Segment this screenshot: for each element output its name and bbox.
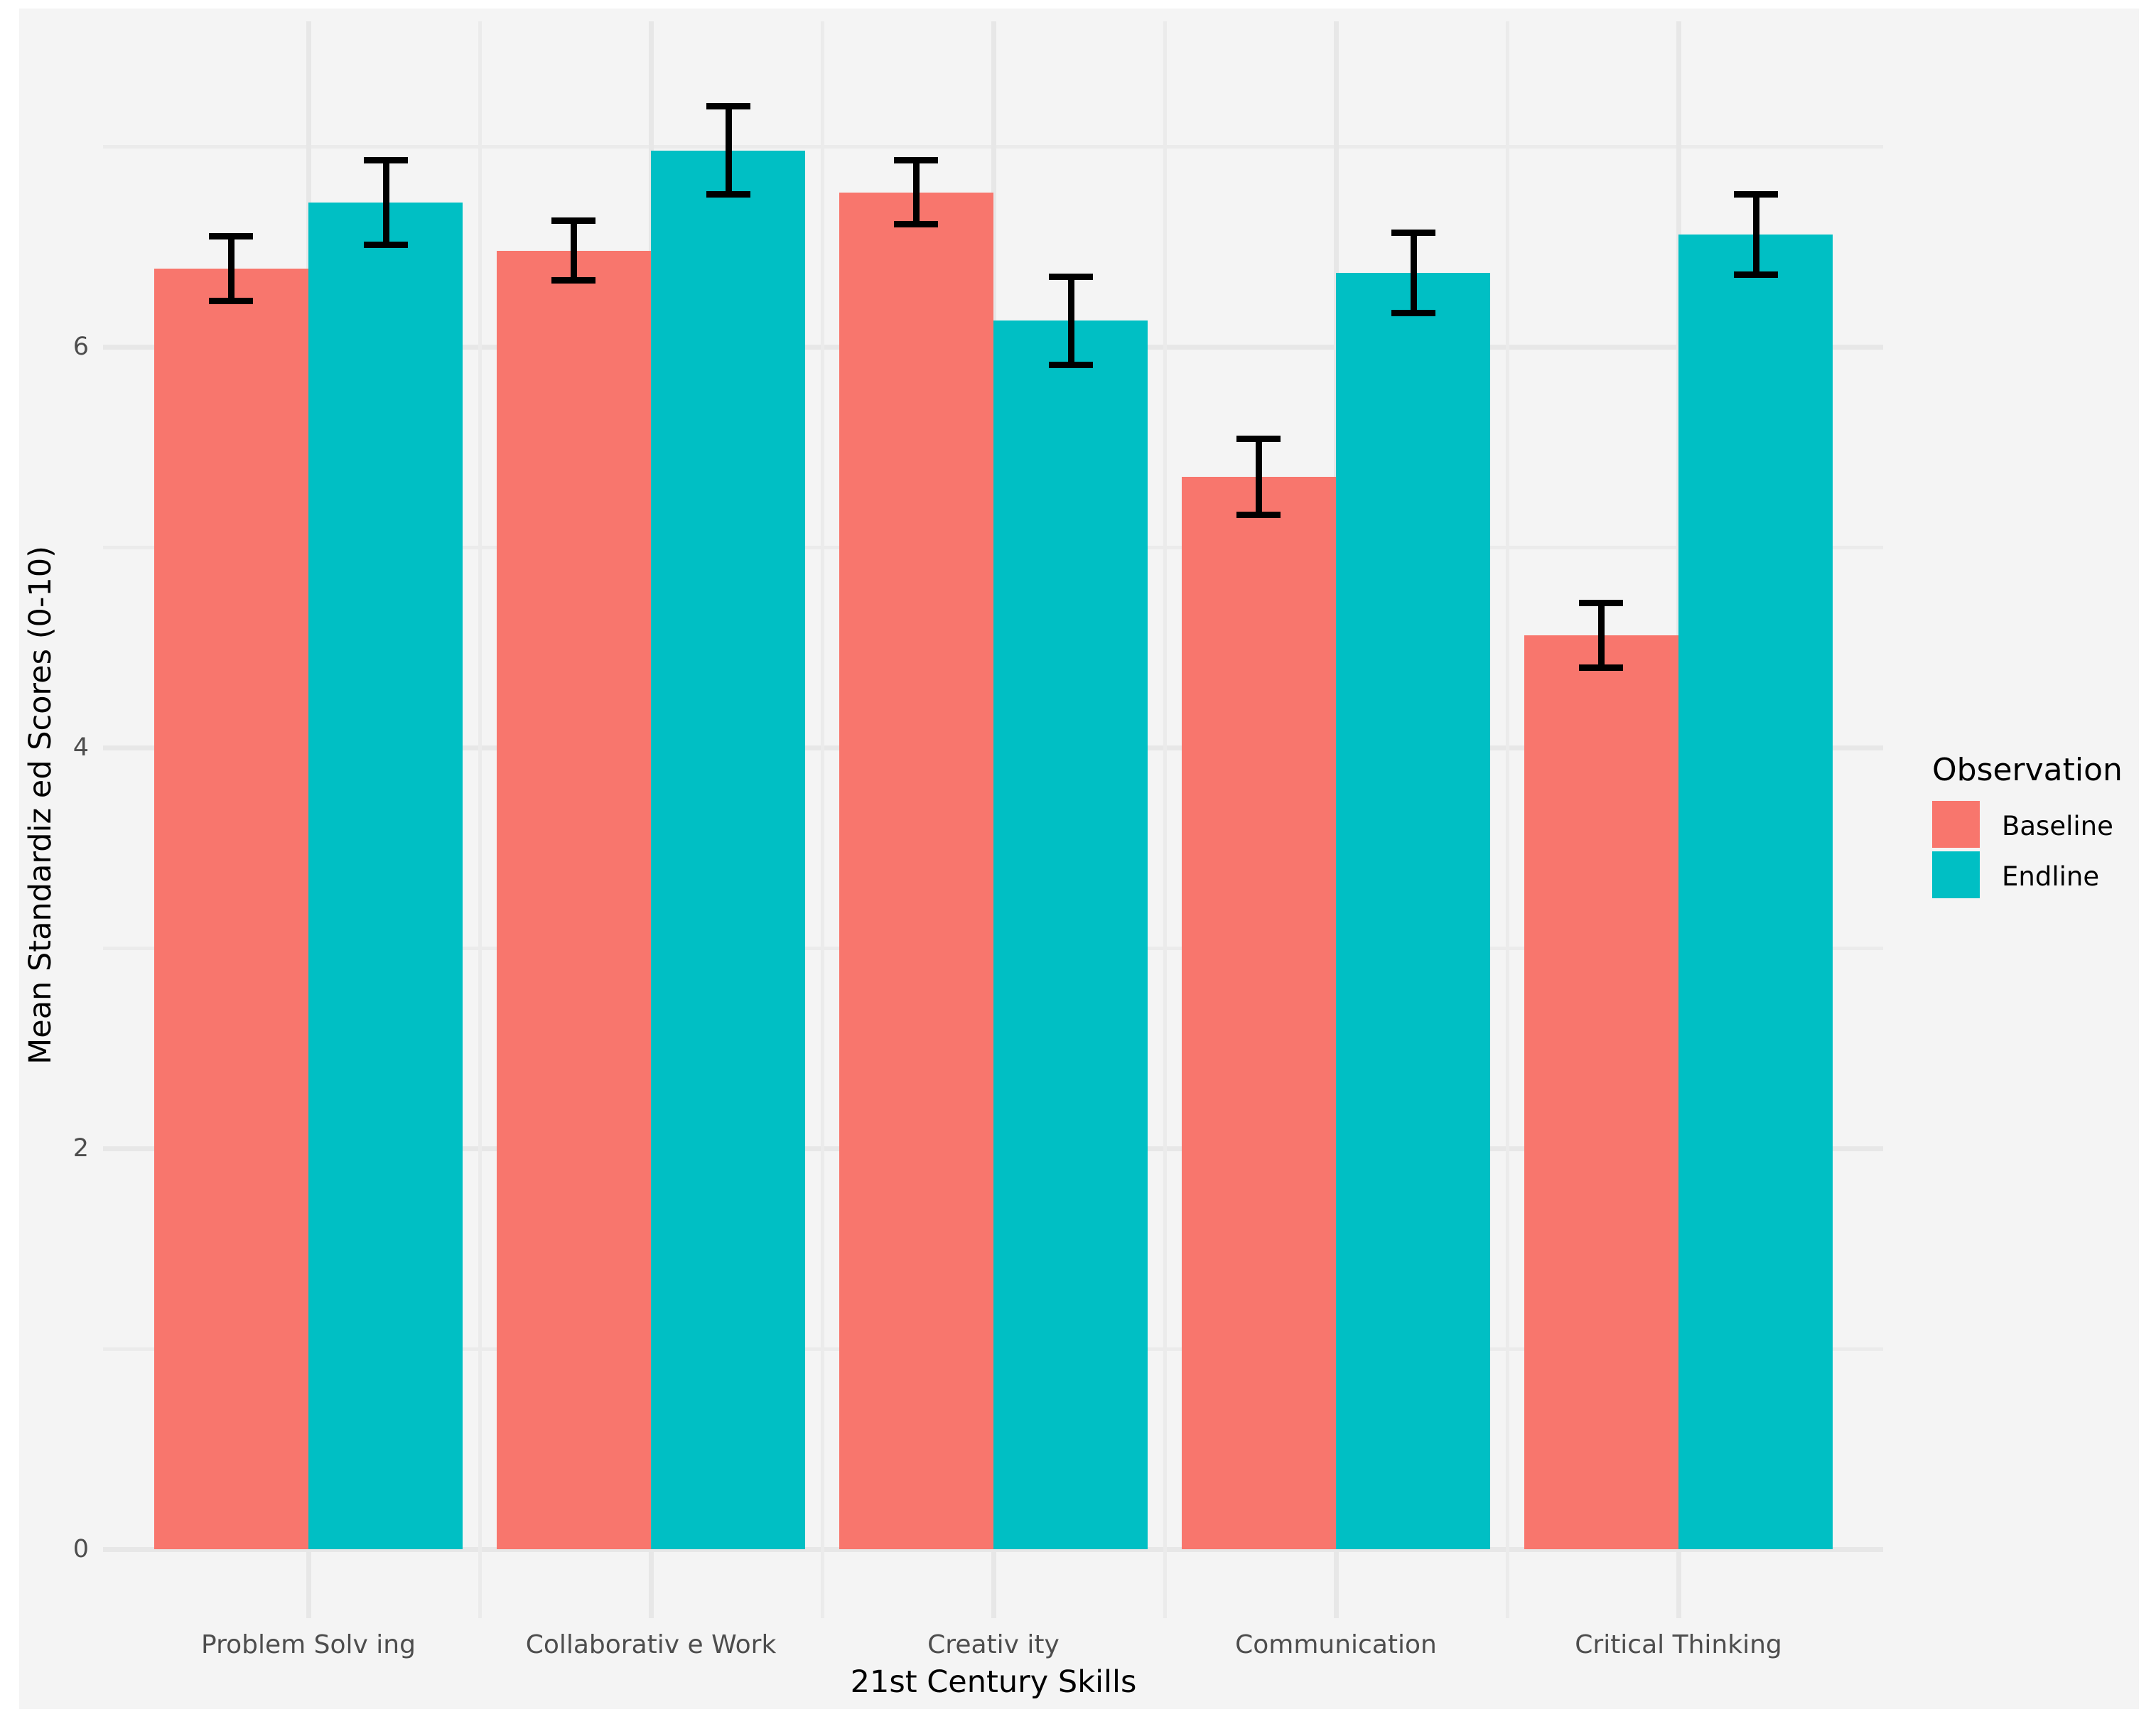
x-minor-gridline-3 <box>1505 21 1509 1618</box>
bar-endline-collaborativ-e-work <box>651 150 805 1549</box>
x-category-label-3: Creativ ity <box>927 1630 1060 1659</box>
legend-label-baseline: Baseline <box>2002 811 2113 841</box>
bar-endline-creativ-ity <box>993 321 1148 1549</box>
x-category-label-4: Communication <box>1235 1630 1437 1659</box>
errorbar-cap-top-endline-problem-solv-ing <box>364 157 408 164</box>
x-minor-gridline-0 <box>478 21 482 1618</box>
errorbar-baseline-problem-solv-ing <box>227 236 235 301</box>
errorbar-cap-top-endline-collaborativ-e-work <box>706 103 750 110</box>
errorbar-endline-collaborativ-e-work <box>725 106 732 195</box>
errorbar-cap-top-baseline-communication <box>1236 436 1281 443</box>
errorbar-cap-top-endline-critical-thinking <box>1734 191 1778 198</box>
errorbar-cap-bottom-endline-problem-solv-ing <box>364 241 408 248</box>
errorbar-cap-top-endline-communication <box>1391 229 1435 236</box>
legend-label-endline: Endline <box>2002 861 2100 892</box>
errorbar-cap-bottom-baseline-collaborativ-e-work <box>551 277 595 284</box>
errorbar-cap-bottom-endline-communication <box>1391 309 1435 316</box>
y-tick-label-0: 0 <box>72 1535 89 1563</box>
errorbar-endline-problem-solv-ing <box>382 160 389 245</box>
errorbar-cap-bottom-baseline-creativ-ity <box>894 221 938 228</box>
errorbar-cap-bottom-endline-critical-thinking <box>1734 271 1778 278</box>
errorbar-cap-top-baseline-critical-thinking <box>1579 600 1623 607</box>
errorbar-cap-bottom-baseline-critical-thinking <box>1579 664 1623 671</box>
bar-baseline-creativ-ity <box>839 192 993 1549</box>
bar-endline-critical-thinking <box>1678 235 1833 1549</box>
errorbar-endline-critical-thinking <box>1752 194 1759 275</box>
x-category-label-1: Problem Solv ing <box>201 1630 416 1659</box>
bar-baseline-problem-solv-ing <box>154 269 308 1549</box>
legend-swatch-endline <box>1932 851 1980 898</box>
bar-endline-problem-solv-ing <box>308 202 463 1549</box>
legend-swatch-baseline <box>1932 801 1980 848</box>
x-category-label-5: Critical Thinking <box>1575 1630 1782 1659</box>
legend: Observation Baseline Endline <box>1932 751 2156 898</box>
errorbar-cap-top-baseline-problem-solv-ing <box>209 233 253 240</box>
errorbar-baseline-collaborativ-e-work <box>570 220 577 281</box>
errorbar-baseline-critical-thinking <box>1597 603 1605 668</box>
errorbar-cap-top-baseline-collaborativ-e-work <box>551 217 595 224</box>
errorbar-endline-creativ-ity <box>1067 276 1074 365</box>
errorbar-cap-bottom-baseline-communication <box>1236 512 1281 519</box>
y-tick-label-4: 4 <box>72 733 89 762</box>
y-tick-label-6: 6 <box>72 333 89 361</box>
bar-baseline-communication <box>1182 477 1336 1549</box>
errorbar-cap-bottom-endline-creativ-ity <box>1049 361 1093 368</box>
x-axis-title: 21st Century Skills <box>850 1664 1137 1700</box>
errorbar-baseline-creativ-ity <box>912 160 920 225</box>
bar-baseline-collaborativ-e-work <box>497 250 651 1549</box>
errorbar-baseline-communication <box>1255 438 1262 515</box>
legend-title: Observation <box>1932 752 2123 788</box>
y-axis-title: Mean Standardiz ed Scores (0-10) <box>23 546 58 1065</box>
bar-endline-communication <box>1336 272 1490 1549</box>
errorbar-cap-bottom-endline-collaborativ-e-work <box>706 191 750 198</box>
x-minor-gridline-2 <box>1163 21 1167 1618</box>
y-tick-label-2: 2 <box>72 1134 89 1163</box>
errorbar-cap-bottom-baseline-problem-solv-ing <box>209 297 253 304</box>
x-category-label-2: Collaborativ e Work <box>525 1630 777 1659</box>
errorbar-cap-top-endline-creativ-ity <box>1049 273 1093 280</box>
errorbar-cap-top-baseline-creativ-ity <box>894 157 938 164</box>
x-minor-gridline-1 <box>820 21 824 1618</box>
bar-baseline-critical-thinking <box>1524 635 1678 1549</box>
errorbar-endline-communication <box>1410 232 1417 313</box>
